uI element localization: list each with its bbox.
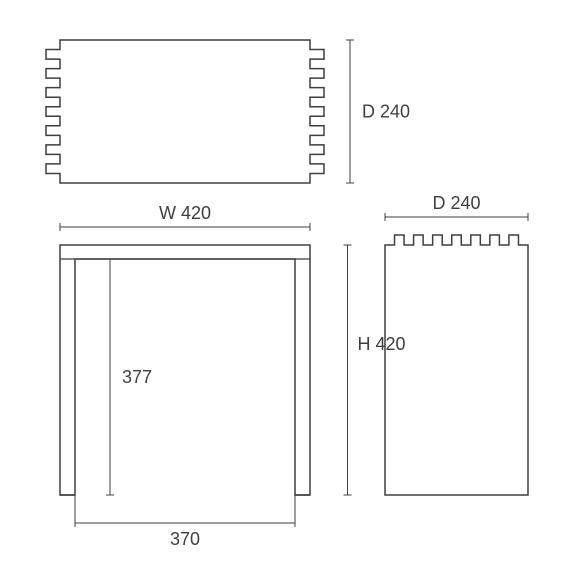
side-view-panel — [385, 235, 528, 495]
top-view-panel — [46, 40, 324, 183]
dim-line-width — [60, 223, 310, 231]
dim-line-inner-height — [106, 259, 114, 495]
dim-label-inner-height: 377 — [122, 367, 152, 387]
dim-label-height: H 420 — [358, 334, 406, 354]
dim-line-height — [344, 245, 352, 495]
dim-line-depth-side — [385, 213, 528, 221]
dim-label-width: W 420 — [159, 203, 211, 223]
dim-label-depth-top: D 240 — [362, 102, 410, 122]
dim-label-depth-side: D 240 — [432, 193, 480, 213]
dim-line-inner-width — [75, 519, 295, 527]
front-view-silhouette — [60, 245, 310, 495]
dim-line-depth-top — [346, 40, 354, 183]
dim-label-inner-width: 370 — [170, 529, 200, 549]
